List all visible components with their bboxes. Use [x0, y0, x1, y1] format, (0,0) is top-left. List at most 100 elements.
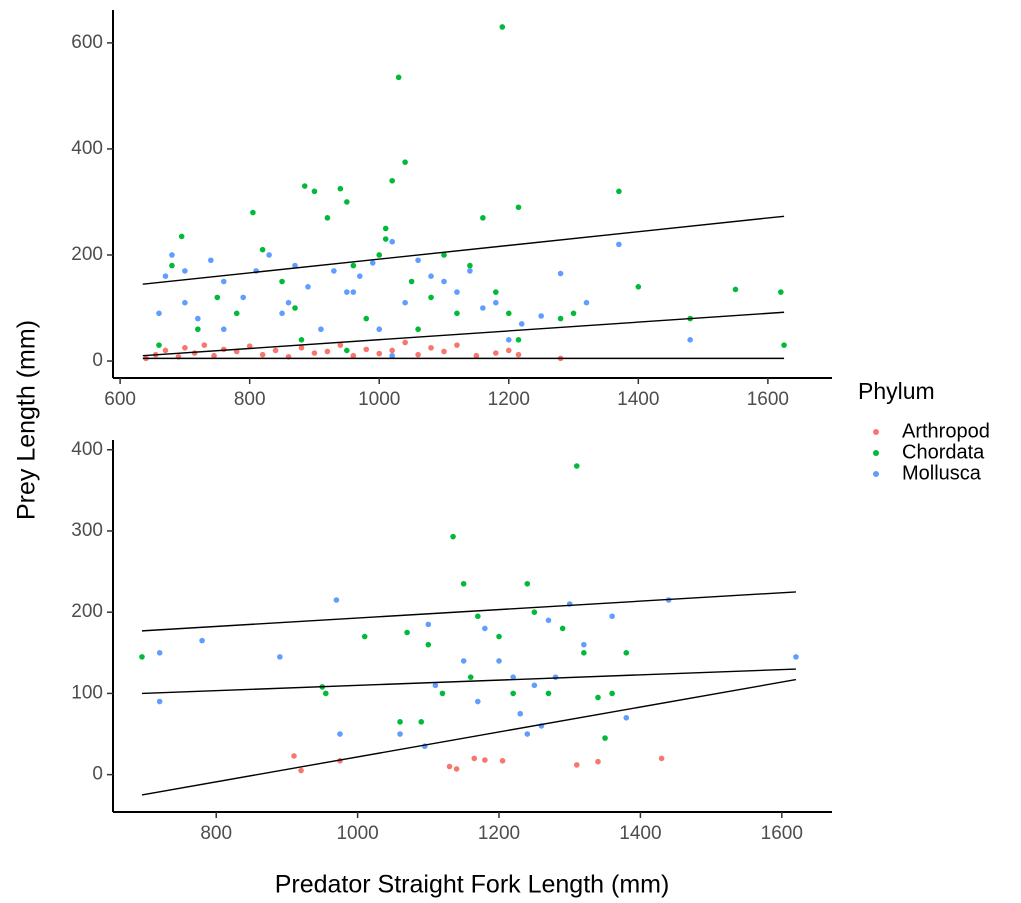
x-tick-label: 1400 [617, 389, 659, 410]
point [233, 310, 240, 317]
point [471, 755, 478, 762]
point [324, 215, 331, 221]
legend-label: Mollusca [902, 462, 982, 484]
point [301, 183, 308, 189]
point [156, 650, 163, 656]
point [376, 326, 383, 333]
point [323, 690, 329, 697]
point [581, 641, 587, 648]
point [581, 650, 587, 656]
point [510, 690, 516, 697]
point [182, 268, 188, 274]
point [545, 617, 552, 624]
point [454, 310, 460, 317]
point [250, 209, 256, 216]
point [344, 289, 350, 295]
point [450, 533, 456, 540]
point [344, 347, 350, 354]
point [324, 348, 331, 355]
point [298, 767, 304, 774]
point [793, 654, 799, 660]
point [220, 278, 227, 285]
point [279, 278, 285, 285]
point [425, 641, 432, 648]
point [557, 315, 564, 322]
point [473, 352, 480, 359]
point [441, 348, 447, 355]
point [493, 299, 499, 306]
x-axis-title: Predator Straight Fork Length (mm) [275, 871, 670, 899]
point [156, 310, 162, 317]
point [499, 758, 506, 764]
point [201, 342, 208, 348]
point [781, 342, 787, 348]
point [441, 252, 447, 258]
point [616, 188, 622, 195]
point [415, 326, 421, 333]
legend-title: Phylum [858, 378, 935, 404]
point [402, 299, 408, 306]
point [428, 344, 434, 351]
point [583, 299, 590, 306]
y-tick-label: 200 [71, 601, 103, 622]
point [246, 343, 253, 349]
point [363, 346, 370, 353]
point [369, 260, 376, 266]
legend-label: Arthropod [902, 420, 990, 442]
point [545, 690, 552, 697]
point [240, 294, 246, 301]
point [333, 597, 340, 603]
point [480, 305, 486, 311]
legend-label: Chordata [902, 441, 985, 463]
point [418, 719, 425, 725]
point [482, 757, 488, 763]
point [178, 233, 185, 240]
y-tick-label: 100 [71, 682, 103, 703]
point [778, 289, 784, 295]
point [505, 337, 512, 343]
point [453, 766, 460, 772]
point [595, 758, 601, 765]
point [285, 299, 292, 306]
point [538, 313, 544, 319]
point [496, 658, 502, 664]
point [182, 344, 188, 351]
point [518, 321, 525, 327]
x-tick-label: 800 [200, 823, 232, 844]
point [272, 347, 279, 354]
point [220, 326, 227, 333]
x-tick-label: 1600 [747, 389, 789, 410]
y-tick-label: 0 [92, 350, 103, 371]
point [559, 625, 566, 632]
point [397, 719, 403, 725]
point [162, 273, 169, 279]
point [356, 273, 363, 279]
point [408, 278, 415, 285]
point [609, 613, 615, 620]
trend-line [141, 678, 797, 796]
point [214, 294, 221, 301]
point [415, 351, 421, 358]
point [162, 347, 169, 354]
point [573, 762, 580, 768]
x-tick-label: 1400 [619, 823, 661, 844]
point [570, 310, 577, 317]
point [350, 352, 357, 359]
point [524, 731, 531, 737]
point [363, 315, 370, 322]
point [376, 252, 383, 258]
trend-line [142, 311, 785, 357]
point [298, 344, 305, 351]
point [195, 326, 201, 333]
point [318, 326, 324, 333]
point [311, 350, 318, 356]
point [524, 580, 531, 587]
point [441, 278, 447, 285]
x-tick-label: 1600 [761, 823, 803, 844]
point [517, 710, 524, 717]
point [291, 753, 297, 759]
point [277, 654, 283, 660]
point [259, 246, 266, 253]
point [191, 350, 198, 356]
